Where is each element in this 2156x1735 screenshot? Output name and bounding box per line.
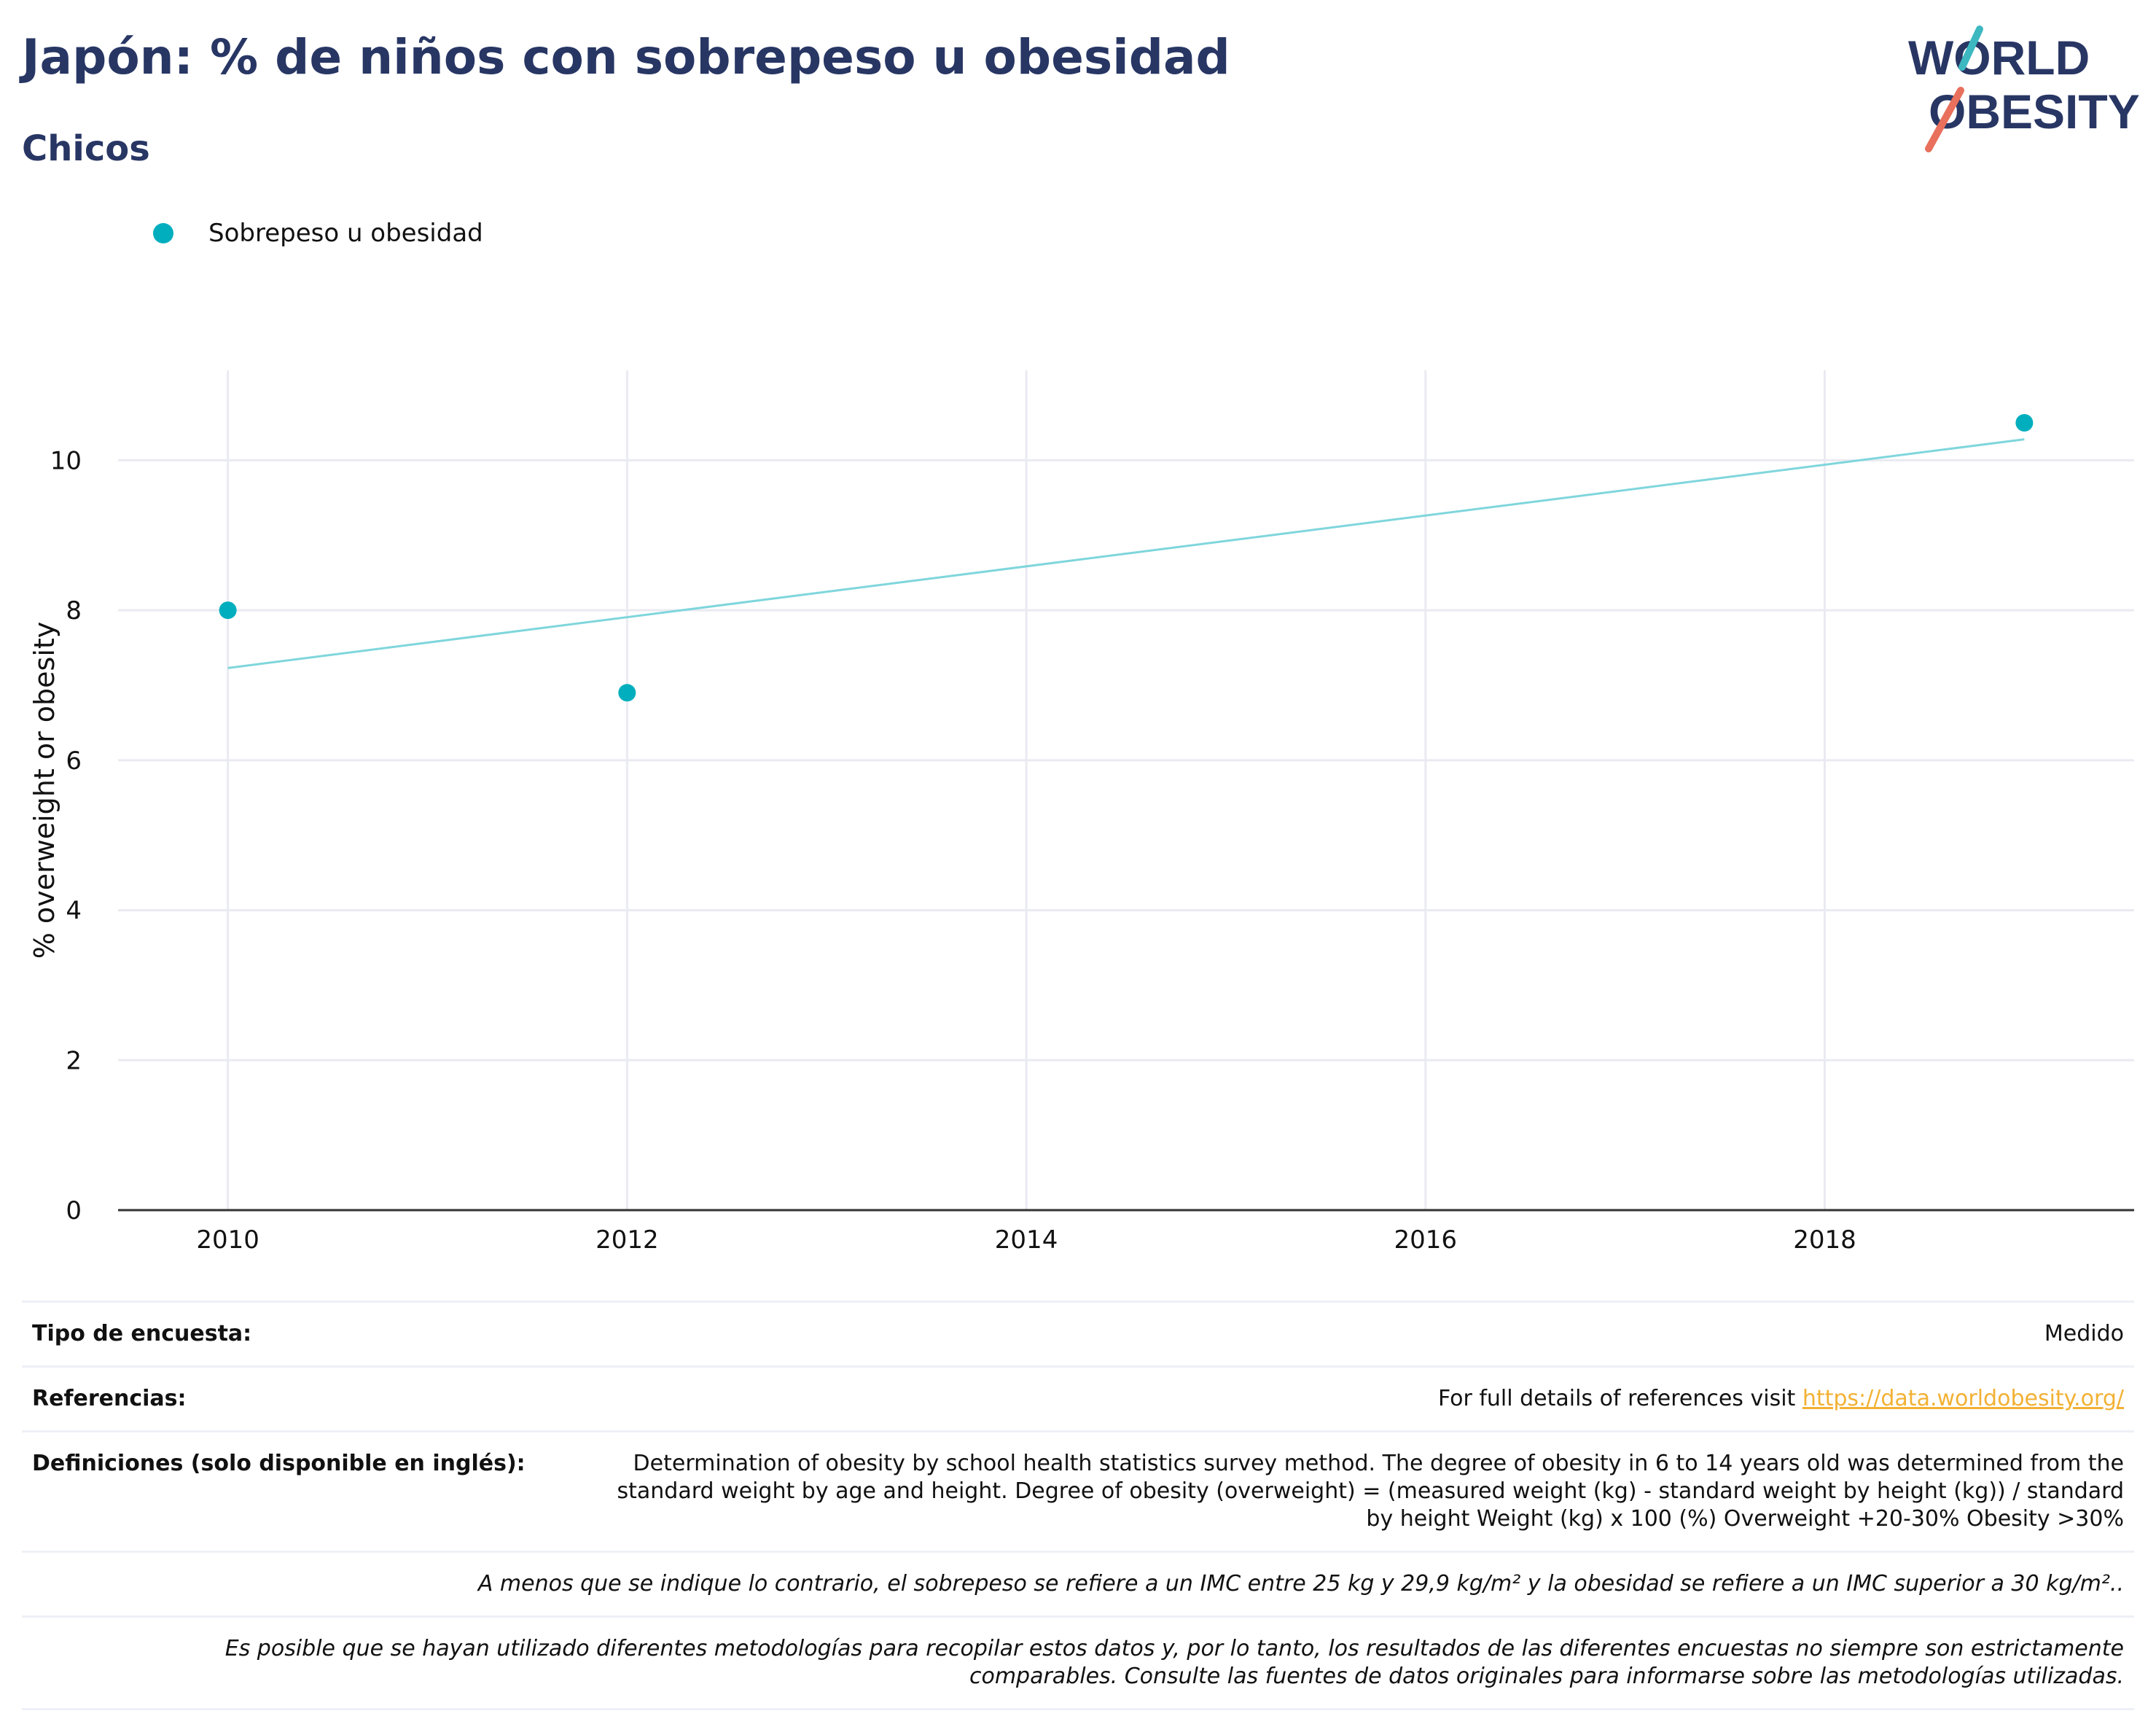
data-point xyxy=(618,684,636,702)
y-tick-label: 4 xyxy=(66,897,82,926)
definitions-label: Definiciones (solo disponible en inglés)… xyxy=(32,1451,526,1476)
methodology-note-line-2: comparables. Consulte las fuentes de dat… xyxy=(969,1664,2124,1689)
y-tick-labels: 0 2 4 6 8 10 xyxy=(50,446,82,1225)
definitions-row: Definiciones (solo disponible en inglés)… xyxy=(22,1432,2134,1553)
references-row: Referencias: For full details of referen… xyxy=(22,1368,2134,1432)
info-table: Tipo de encuesta: Medido Referencias: Fo… xyxy=(22,1301,2134,1710)
methodology-note-row: Es posible que se hayan utilizado difere… xyxy=(22,1618,2134,1710)
data-point xyxy=(2015,414,2034,432)
methodology-note-line-1: Es posible que se hayan utilizado difere… xyxy=(224,1636,2124,1661)
y-tick-label: 10 xyxy=(50,446,82,475)
y-tick-label: 0 xyxy=(66,1196,82,1225)
logo-word-obesity: OBESITY xyxy=(1929,85,2140,139)
x-tick-label: 2014 xyxy=(995,1225,1058,1255)
x-tick-label: 2018 xyxy=(1793,1225,1856,1255)
legend-marker-icon xyxy=(153,223,173,243)
references-value: For full details of references visit htt… xyxy=(1438,1385,2124,1413)
x-tick-label: 2012 xyxy=(595,1225,659,1255)
references-text: For full details of references visit xyxy=(1437,1386,1802,1411)
y-axis-title: % overweight or obesity xyxy=(28,622,60,959)
bmi-note: A menos que se indique lo contrario, el … xyxy=(477,1571,2124,1596)
survey-type-value: Medido xyxy=(2044,1321,2124,1346)
y-tick-label: 6 xyxy=(66,746,82,776)
survey-type-row: Tipo de encuesta: Medido xyxy=(22,1303,2134,1368)
chart: 0 2 4 6 8 10 2010 2012 2014 2016 2018 % overweigh… xyxy=(28,370,2134,1255)
page-subtitle: Chicos xyxy=(22,128,150,169)
references-label: Referencias: xyxy=(32,1386,187,1411)
y-tick-label: 8 xyxy=(66,596,82,625)
trend-line xyxy=(227,438,2025,669)
definitions-line-3: by height Weight (kg) x 100 (%) Overweig… xyxy=(1366,1506,2124,1532)
definitions-line-2: standard weight by age and height. Degre… xyxy=(617,1478,2124,1504)
y-tick-label: 2 xyxy=(66,1046,82,1075)
x-tick-label: 2016 xyxy=(1394,1225,1458,1255)
survey-type-label: Tipo de encuesta: xyxy=(32,1321,252,1346)
x-tick-label: 2010 xyxy=(196,1225,259,1255)
logo-coral-slash xyxy=(1925,87,1964,152)
bmi-note-row: A menos que se indique lo contrario, el … xyxy=(22,1553,2134,1618)
logo-word-world: WORLD xyxy=(1908,31,2090,85)
data-points xyxy=(219,414,2034,702)
data-point xyxy=(219,601,237,620)
references-link[interactable]: https://data.worldobesity.org/ xyxy=(1802,1386,2124,1411)
definitions-line-1: Determination of obesity by school healt… xyxy=(633,1451,2124,1476)
x-tick-labels: 2010 2012 2014 2016 2018 xyxy=(196,1225,1856,1255)
world-obesity-logo: WORLD OBESITY xyxy=(1908,26,2140,152)
definitions-value: Determination of obesity by school healt… xyxy=(617,1450,2124,1533)
logo-teal-slash xyxy=(1958,26,1983,71)
page-title: Japón: % de niños con sobrepeso u obesid… xyxy=(22,29,1230,85)
legend-label: Sobrepeso u obesidad xyxy=(208,219,483,248)
grid-lines xyxy=(118,370,2134,1210)
methodology-note: Es posible que se hayan utilizado difere… xyxy=(225,1635,2124,1691)
chart-legend: Sobrepeso u obesidad xyxy=(153,219,483,248)
